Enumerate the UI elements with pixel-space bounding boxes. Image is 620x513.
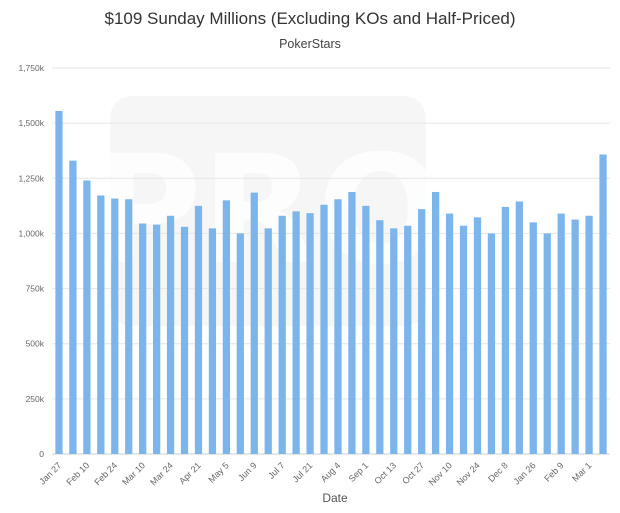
bar[interactable]: [390, 228, 398, 454]
x-tick-label: Sep 1: [347, 460, 371, 484]
x-tick-label: Oct 27: [400, 460, 426, 486]
x-tick-label: Mar 1: [570, 460, 593, 483]
bar[interactable]: [55, 111, 63, 455]
y-tick-label: 1,500k: [18, 118, 44, 128]
x-tick-label: Jul 7: [266, 460, 287, 481]
x-tick-label: Jan 26: [512, 460, 538, 486]
bar[interactable]: [264, 228, 272, 454]
x-tick-label: Feb 10: [64, 460, 91, 487]
bar[interactable]: [459, 225, 468, 454]
bar[interactable]: [431, 191, 440, 455]
bar[interactable]: [348, 191, 356, 455]
bar[interactable]: [599, 154, 607, 455]
bar[interactable]: [334, 199, 342, 454]
y-tick-label: 750k: [26, 284, 45, 294]
bar[interactable]: [571, 219, 579, 454]
bar[interactable]: [236, 233, 244, 454]
bar[interactable]: [585, 215, 593, 454]
x-tick-label: Feb 9: [542, 460, 565, 483]
x-tick-label: Nov 24: [455, 460, 482, 487]
x-axis-ticks: Jan 27 Feb 10 Feb 24 Mar 10 Mar 24 Apr 21 May …: [37, 460, 593, 487]
bar[interactable]: [250, 192, 258, 454]
bar[interactable]: [473, 217, 482, 454]
x-tick-label: Jul 21: [290, 460, 314, 484]
bar[interactable]: [166, 215, 175, 454]
bar[interactable]: [125, 199, 133, 454]
bar[interactable]: [306, 213, 314, 454]
bar[interactable]: [543, 233, 551, 454]
bar[interactable]: [404, 225, 412, 454]
chart-title: $109 Sunday Millions (Excluding KOs and …: [104, 9, 516, 28]
bar[interactable]: [194, 205, 203, 454]
x-tick-label: Mar 24: [148, 460, 175, 487]
bar[interactable]: [487, 233, 496, 454]
bar[interactable]: [111, 198, 119, 454]
bar[interactable]: [222, 200, 231, 454]
y-tick-label: 250k: [26, 394, 45, 404]
x-axis-title: Date: [322, 491, 348, 505]
x-tick-label: Jun 9: [236, 460, 259, 483]
y-tick-label: 500k: [26, 339, 45, 349]
y-tick-label: 1,250k: [18, 173, 44, 183]
bar[interactable]: [529, 222, 537, 454]
x-tick-label: Aug 4: [319, 460, 343, 484]
bar[interactable]: [292, 211, 300, 454]
x-tick-label: Dec 8: [486, 460, 510, 484]
y-tick-label: 0: [39, 449, 44, 459]
chart-subtitle: PokerStars: [279, 37, 341, 51]
y-tick-label: 1,750k: [18, 63, 44, 73]
y-axis-ticks: 0 250k 500k 750k 1,000k 1,250k 1,500k 1,750k: [18, 63, 44, 459]
x-tick-label: Feb 24: [92, 460, 119, 487]
bar[interactable]: [152, 224, 161, 454]
x-tick-label: Oct 13: [372, 460, 398, 486]
x-tick-label: Nov 10: [427, 460, 454, 487]
bar[interactable]: [362, 205, 370, 454]
bar[interactable]: [418, 209, 426, 454]
bar[interactable]: [83, 180, 91, 454]
x-tick-label: Mar 10: [120, 460, 147, 487]
bar[interactable]: [278, 215, 286, 454]
watermark: PRO: [92, 96, 444, 326]
y-tick-label: 1,000k: [18, 228, 44, 238]
watermark-box: [110, 96, 426, 326]
bar[interactable]: [445, 213, 454, 454]
x-tick-label: Jan 27: [37, 460, 63, 486]
bar[interactable]: [501, 206, 510, 454]
x-tick-label: Apr 21: [177, 460, 203, 486]
bar[interactable]: [139, 223, 147, 454]
bar[interactable]: [376, 220, 384, 454]
bar[interactable]: [320, 204, 328, 454]
bar[interactable]: [208, 228, 217, 454]
bar[interactable]: [515, 201, 523, 454]
bar[interactable]: [69, 160, 77, 454]
bar[interactable]: [180, 226, 189, 454]
bar[interactable]: [97, 195, 105, 454]
bar[interactable]: [557, 213, 565, 454]
x-tick-label: May 5: [206, 460, 230, 484]
bars: [55, 111, 607, 455]
